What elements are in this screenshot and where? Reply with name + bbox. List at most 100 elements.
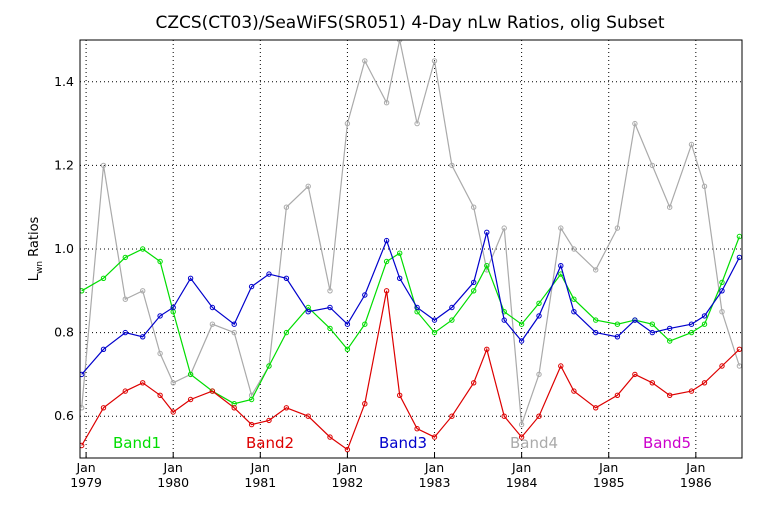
data-point-band3 — [122, 329, 129, 336]
data-point-band2 — [231, 405, 237, 411]
data-point-band1 — [471, 288, 477, 294]
series-line-band3 — [81, 232, 740, 375]
data-point-band3 — [501, 317, 507, 323]
x-tick-label-year: 1979 — [70, 475, 102, 490]
x-tick-label-year: 1982 — [332, 475, 364, 490]
data-point-band3 — [231, 321, 237, 327]
data-point-band3 — [157, 313, 163, 319]
data-point-band2 — [248, 421, 255, 428]
data-point-band3 — [571, 309, 577, 315]
data-point-band1 — [187, 371, 194, 378]
legend-label-band1: Band1 — [113, 434, 161, 452]
x-tick-label-year: 1985 — [593, 475, 625, 490]
data-point-band3 — [719, 288, 725, 294]
data-point-band3 — [397, 275, 403, 281]
y-axis-label-rest: Ratios — [27, 216, 42, 261]
data-point-band2 — [344, 446, 351, 453]
series-layer — [80, 40, 742, 453]
data-point-band3 — [632, 317, 638, 323]
data-point-band2 — [593, 405, 599, 411]
data-point-band4 — [80, 405, 85, 411]
data-point-band4 — [558, 225, 564, 231]
data-point-band3 — [327, 304, 333, 311]
data-point-band4 — [122, 296, 129, 302]
data-point-band1 — [327, 325, 333, 332]
data-point-band4 — [397, 40, 403, 43]
x-tick-label-year: 1983 — [419, 475, 451, 490]
data-point-band2 — [140, 380, 146, 386]
x-tick-label-year: 1986 — [680, 475, 712, 490]
data-point-band1 — [484, 263, 490, 269]
y-tick-label: 0.6 — [54, 408, 74, 423]
x-tick-label-month: Jan — [685, 460, 705, 475]
legend-label-band5: Band5 — [643, 434, 691, 452]
data-point-band2 — [414, 426, 420, 432]
x-tick-label-month: Jan — [337, 460, 357, 475]
data-point-band2 — [266, 417, 272, 424]
data-point-band3 — [209, 304, 216, 311]
data-point-band2 — [614, 392, 621, 398]
data-point-band1 — [383, 258, 390, 265]
x-tick-label-month: Jan — [250, 460, 270, 475]
data-point-band2 — [170, 409, 176, 415]
data-point-band3 — [283, 275, 290, 281]
data-point-band4 — [140, 288, 146, 294]
data-point-band1 — [140, 246, 146, 252]
data-point-band1 — [518, 321, 525, 327]
y-tick-label: 1.0 — [54, 241, 74, 256]
data-point-band3 — [266, 271, 272, 277]
data-point-band1 — [397, 250, 403, 256]
data-point-band1 — [362, 321, 368, 327]
data-point-band2 — [80, 442, 85, 449]
data-point-band4 — [649, 162, 655, 169]
data-point-band2 — [571, 388, 577, 394]
data-point-band2 — [209, 388, 216, 394]
data-point-band4 — [383, 100, 390, 106]
data-point-band4 — [632, 120, 638, 127]
data-point-band1 — [431, 329, 438, 336]
data-point-band4 — [701, 183, 708, 190]
data-point-band1 — [157, 258, 163, 265]
data-point-band4 — [431, 58, 438, 64]
data-point-band4 — [170, 380, 176, 386]
data-point-band3 — [80, 371, 85, 378]
data-point-band1 — [649, 321, 655, 327]
plot-frame — [79, 39, 743, 459]
data-point-band4 — [362, 58, 368, 64]
data-point-band2 — [305, 413, 311, 419]
data-point-band3 — [305, 309, 311, 315]
data-point-band3 — [449, 304, 455, 311]
data-point-band4 — [688, 141, 695, 148]
data-point-band2 — [501, 413, 507, 419]
data-point-band2 — [536, 413, 542, 419]
data-point-band2 — [701, 380, 708, 386]
data-point-band1 — [667, 338, 673, 344]
legend-label-band4: Band4 — [510, 434, 558, 452]
x-tick-label-month: Jan — [424, 460, 444, 475]
series-line-band2 — [81, 290, 740, 451]
y-axis-ticks: 0.6 0.8 1.0 1.2 1.4 — [54, 74, 74, 423]
x-tick-label-year: 1981 — [244, 475, 276, 490]
data-point-band4 — [157, 350, 163, 357]
data-point-band4 — [100, 162, 107, 169]
data-point-band1 — [701, 321, 708, 327]
data-point-band3 — [614, 334, 621, 340]
legend: Band1 Band2 Band3 Band4 Band5 — [113, 434, 691, 452]
data-point-band4 — [414, 120, 420, 127]
data-point-band2 — [632, 371, 638, 378]
data-point-band2 — [688, 388, 695, 394]
data-point-band2 — [471, 380, 477, 386]
data-point-band1 — [614, 321, 621, 327]
x-axis-ticks: Jan1979Jan1980Jan1981Jan1982Jan1983Jan19… — [70, 452, 712, 490]
data-point-band2 — [449, 413, 455, 419]
data-point-band4 — [471, 204, 477, 210]
x-tick-label-month: Jan — [163, 460, 183, 475]
data-point-band2 — [397, 392, 403, 398]
data-point-band4 — [305, 183, 311, 190]
y-axis-label-subscript: wn — [35, 261, 45, 274]
x-tick-label-month: Jan — [598, 460, 618, 475]
data-point-band1 — [266, 363, 272, 369]
data-point-band4 — [283, 204, 290, 210]
data-point-band3 — [536, 313, 542, 319]
